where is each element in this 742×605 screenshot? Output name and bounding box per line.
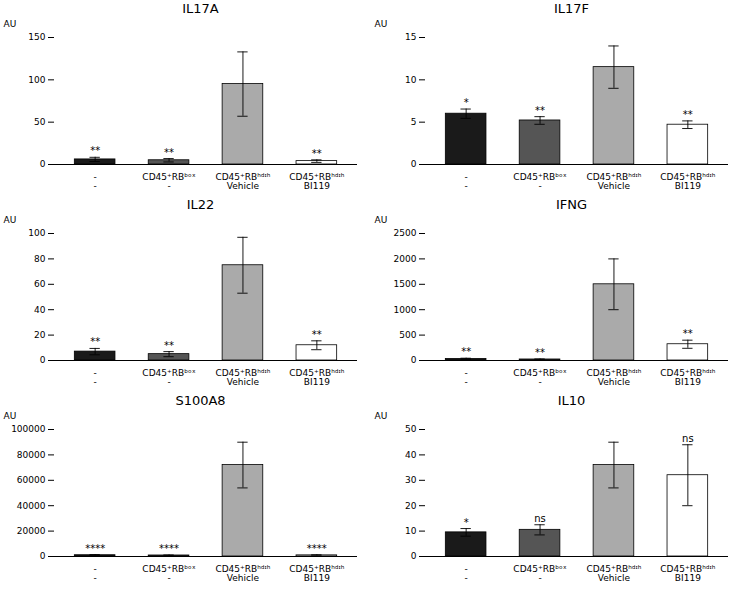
svg-text:**: ** — [535, 347, 545, 358]
svg-text:CD45⁺RBᵇᵒˣ-: CD45⁺RBᵇᵒˣ- — [513, 172, 566, 191]
svg-text:CD45⁺RBʰᵈᶦʰBI119: CD45⁺RBʰᵈᶦʰBI119 — [289, 368, 344, 387]
html-text:IFNG: IFNG — [555, 197, 588, 212]
svg-text:CD45⁺RBᵇᵒˣ-: CD45⁺RBᵇᵒˣ- — [513, 368, 566, 387]
svg-text:100: 100 — [28, 75, 45, 85]
svg-text:30: 30 — [405, 475, 417, 485]
svg-text:****: **** — [307, 543, 327, 554]
svg-text:**: ** — [683, 328, 693, 339]
svg-text:--: -- — [465, 368, 468, 387]
svg-text:1500: 1500 — [394, 279, 417, 289]
svg-text:CD45⁺RBʰᵈᶦʰBI119: CD45⁺RBʰᵈᶦʰBI119 — [660, 172, 715, 191]
svg-text:40000: 40000 — [17, 501, 46, 511]
svg-text:0: 0 — [411, 159, 417, 169]
svg-text:AU: AU — [4, 215, 17, 225]
svg-text:80: 80 — [34, 254, 46, 264]
svg-text:--: -- — [94, 368, 97, 387]
svg-text:--: -- — [465, 564, 468, 583]
svg-text:AU: AU — [4, 411, 17, 421]
svg-text:100: 100 — [28, 228, 45, 238]
svg-text:100000: 100000 — [11, 424, 46, 434]
svg-text:CD45⁺RBʰᵈᶦʰVehicle: CD45⁺RBʰᵈᶦʰVehicle — [586, 564, 641, 583]
svg-text:ns: ns — [534, 513, 546, 524]
svg-text:CD45⁺RBʰᵈᶦʰVehicle: CD45⁺RBʰᵈᶦʰVehicle — [215, 172, 270, 191]
svg-text:CD45⁺RBʰᵈᶦʰVehicle: CD45⁺RBʰᵈᶦʰVehicle — [586, 172, 641, 191]
svg-text:1000: 1000 — [394, 305, 417, 315]
svg-text:0: 0 — [40, 551, 46, 561]
svg-text:0: 0 — [411, 551, 417, 561]
svg-text:ns: ns — [682, 433, 694, 444]
svg-text:CD45⁺RBᵇᵒˣ-: CD45⁺RBᵇᵒˣ- — [513, 564, 566, 583]
svg-text:CD45⁺RBᵇᵒˣ-: CD45⁺RBᵇᵒˣ- — [142, 368, 195, 387]
svg-text:**: ** — [312, 148, 322, 159]
svg-text:****: **** — [85, 543, 105, 554]
svg-text:0: 0 — [40, 159, 46, 169]
svg-text:20: 20 — [34, 330, 46, 340]
svg-text:**: ** — [312, 329, 322, 340]
html-text:IL10: IL10 — [557, 393, 586, 408]
svg-text:2000: 2000 — [394, 254, 417, 264]
svg-text:20: 20 — [405, 501, 417, 511]
svg-text:--: -- — [465, 172, 468, 191]
svg-text:0: 0 — [411, 355, 417, 365]
svg-text:**: ** — [461, 346, 471, 357]
svg-text:**: ** — [90, 336, 100, 347]
svg-text:CD45⁺RBʰᵈᶦʰBI119: CD45⁺RBʰᵈᶦʰBI119 — [289, 564, 344, 583]
svg-text:50: 50 — [34, 117, 46, 127]
svg-text:AU: AU — [375, 215, 388, 225]
svg-text:AU: AU — [4, 19, 17, 29]
svg-text:500: 500 — [399, 330, 416, 340]
svg-text:--: -- — [94, 564, 97, 583]
svg-text:80000: 80000 — [17, 450, 46, 460]
svg-text:--: -- — [94, 172, 97, 191]
html-text:IL22: IL22 — [186, 197, 215, 212]
svg-text:60000: 60000 — [17, 475, 46, 485]
svg-text:**: ** — [164, 147, 174, 158]
svg-text:50: 50 — [405, 424, 417, 434]
svg-text:AU: AU — [375, 19, 388, 29]
svg-text:150: 150 — [28, 32, 45, 42]
svg-text:CD45⁺RBʰᵈᶦʰVehicle: CD45⁺RBʰᵈᶦʰVehicle — [215, 368, 270, 387]
svg-text:2500: 2500 — [394, 228, 417, 238]
svg-text:CD45⁺RBᵇᵒˣ-: CD45⁺RBᵇᵒˣ- — [142, 172, 195, 191]
svg-text:20000: 20000 — [17, 526, 46, 536]
svg-text:CD45⁺RBʰᵈᶦʰBI119: CD45⁺RBʰᵈᶦʰBI119 — [289, 172, 344, 191]
svg-text:*: * — [464, 97, 469, 108]
svg-text:AU: AU — [375, 411, 388, 421]
svg-text:*: * — [464, 517, 469, 528]
svg-text:CD45⁺RBʰᵈᶦʰVehicle: CD45⁺RBʰᵈᶦʰVehicle — [215, 564, 270, 583]
svg-text:CD45⁺RBʰᵈᶦʰVehicle: CD45⁺RBʰᵈᶦʰVehicle — [586, 368, 641, 387]
svg-text:CD45⁺RBʰᵈᶦʰBI119: CD45⁺RBʰᵈᶦʰBI119 — [660, 564, 715, 583]
svg-text:40: 40 — [34, 305, 46, 315]
html-text:S100A8: S100A8 — [175, 393, 226, 408]
svg-text:**: ** — [535, 105, 545, 116]
svg-text:0: 0 — [40, 355, 46, 365]
svg-text:60: 60 — [34, 279, 46, 289]
svg-text:**: ** — [164, 340, 174, 351]
svg-text:CD45⁺RBᵇᵒˣ-: CD45⁺RBᵇᵒˣ- — [142, 564, 195, 583]
svg-text:**: ** — [683, 109, 693, 120]
html-text:IL17A: IL17A — [182, 1, 219, 16]
svg-text:10: 10 — [405, 526, 417, 536]
svg-text:40: 40 — [405, 450, 417, 460]
svg-text:****: **** — [159, 543, 179, 554]
svg-text:**: ** — [90, 145, 100, 156]
svg-text:10: 10 — [405, 75, 417, 85]
svg-text:5: 5 — [411, 117, 417, 127]
svg-text:15: 15 — [405, 32, 416, 42]
html-text:IL17F: IL17F — [553, 1, 589, 16]
svg-text:CD45⁺RBʰᵈᶦʰBI119: CD45⁺RBʰᵈᶦʰBI119 — [660, 368, 715, 387]
